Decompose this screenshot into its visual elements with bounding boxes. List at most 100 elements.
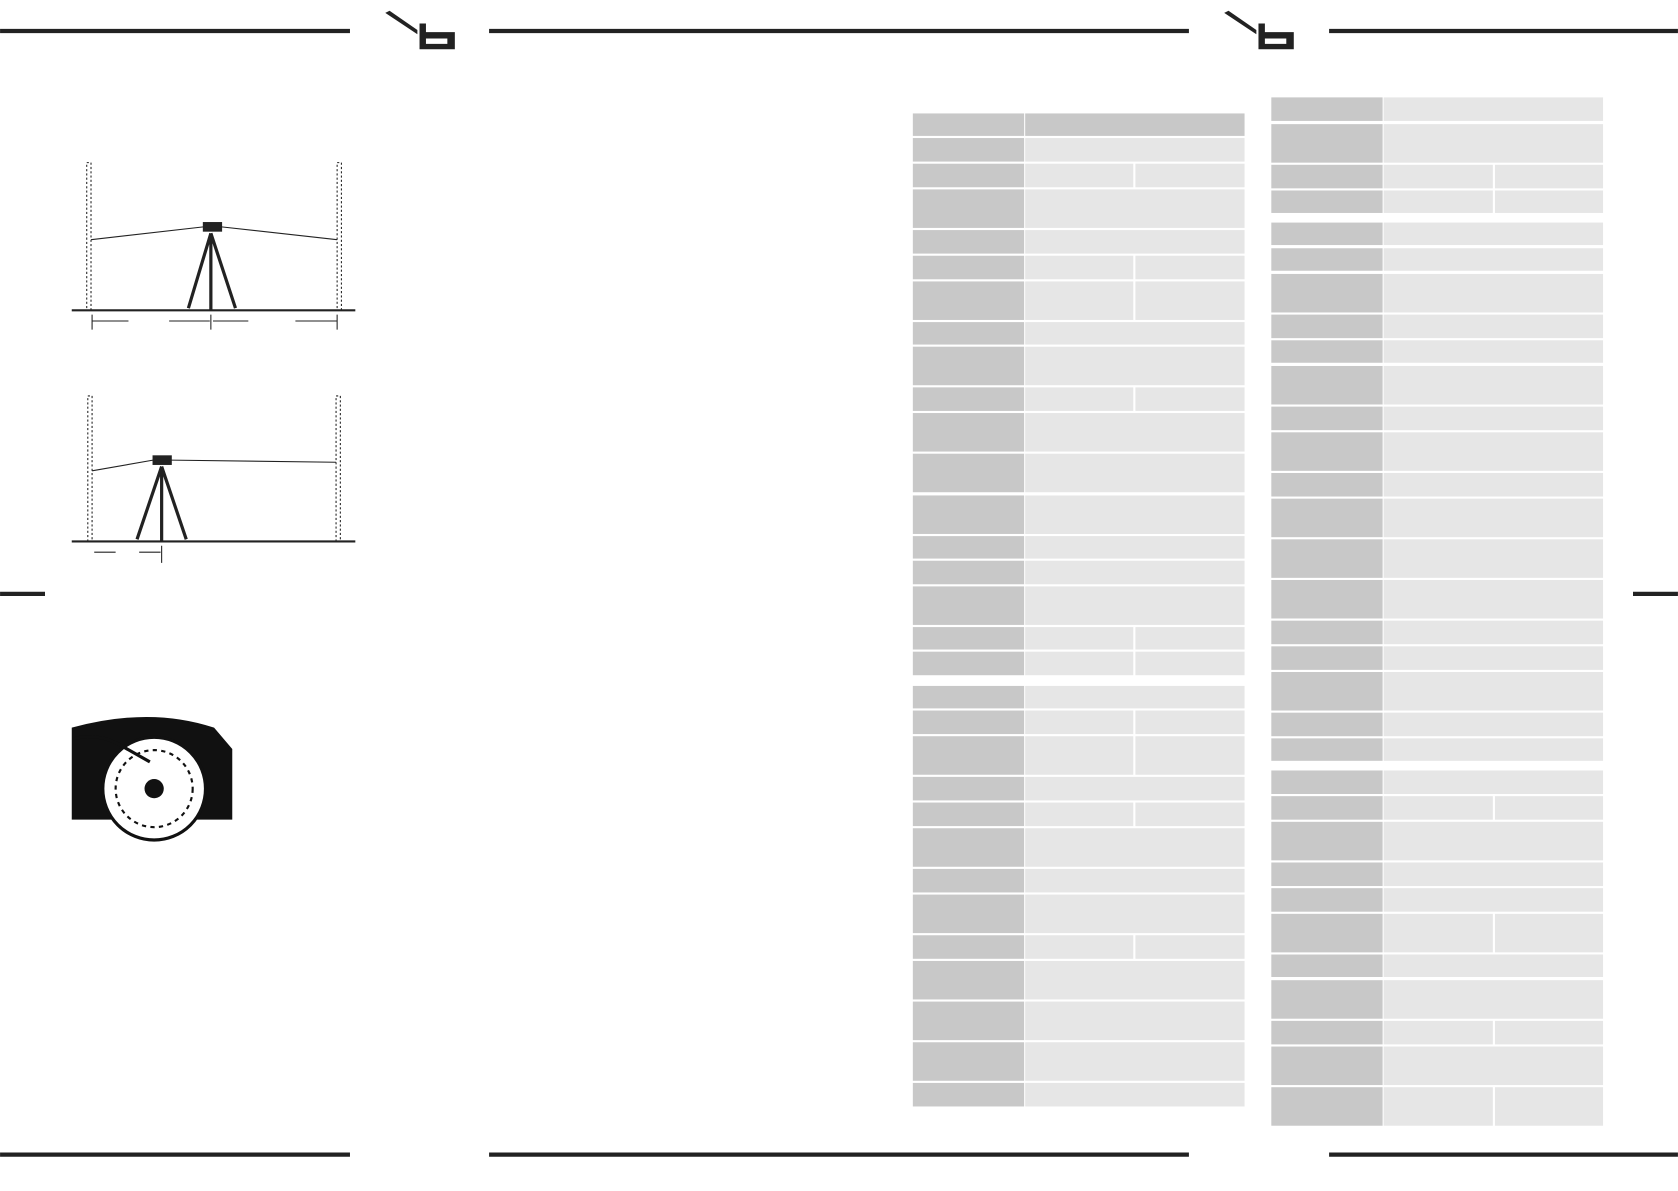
- value-cell: [1383, 472, 1604, 497]
- tripod: [186, 232, 237, 311]
- value-cell: [1383, 1046, 1604, 1086]
- logo-stroke: [1224, 10, 1257, 35]
- value-cell: [1383, 579, 1604, 619]
- label-cell: [912, 453, 1025, 493]
- label-cell: [1271, 1020, 1383, 1045]
- rules: [0, 28, 1678, 1157]
- label-cell: [1271, 738, 1383, 761]
- value-cell: [1025, 1001, 1245, 1041]
- value-cell: [1494, 913, 1604, 953]
- value-cell: [1025, 163, 1134, 188]
- value-cell: [1383, 340, 1604, 363]
- value-cell: [1025, 189, 1245, 228]
- value-cell: [1025, 138, 1245, 162]
- label-cell: [1271, 472, 1383, 497]
- tables: [912, 97, 1604, 1126]
- label-cell: [1271, 539, 1383, 578]
- value-cell: [1383, 406, 1604, 431]
- value-cell: [1135, 281, 1245, 320]
- value-cell: [1025, 586, 1245, 625]
- label-cell: [1271, 646, 1383, 670]
- label-cell: [912, 189, 1025, 228]
- value-cell: [1025, 935, 1134, 959]
- value-cell: [1383, 222, 1604, 246]
- value-cell: [1383, 796, 1493, 820]
- value-cell: [1025, 627, 1134, 650]
- dial-center: [144, 779, 164, 799]
- label-cell: [912, 387, 1025, 411]
- label-cell: [912, 960, 1025, 1000]
- value-cell: [1025, 230, 1245, 254]
- label-cell: [912, 495, 1025, 534]
- label-cell: [912, 1082, 1025, 1107]
- dimension: [94, 545, 163, 563]
- value-cell: [1025, 1042, 1245, 1081]
- label-cell: [912, 255, 1025, 280]
- value-cell: [1494, 796, 1604, 820]
- label-cell: [1271, 164, 1383, 189]
- label-cell: [912, 560, 1025, 585]
- label-cell: [1271, 862, 1383, 887]
- header-cell: [1025, 113, 1245, 136]
- staff: [336, 162, 342, 311]
- value-cell: [1025, 776, 1245, 801]
- value-cell: [1025, 828, 1245, 867]
- label-cell: [1271, 432, 1383, 471]
- value-cell: [1383, 888, 1604, 912]
- staff: [87, 395, 93, 542]
- tripod: [135, 466, 188, 542]
- value-cell: [1383, 314, 1604, 339]
- label-cell: [1271, 498, 1383, 538]
- label-cell: [1271, 340, 1383, 363]
- value-cell: [1135, 710, 1245, 735]
- value-cell: [1383, 1020, 1493, 1045]
- value-cell: [1383, 498, 1604, 538]
- value-cell: [1383, 273, 1604, 313]
- value-cell: [1025, 453, 1245, 493]
- value-cell: [1135, 802, 1245, 827]
- value-cell: [1383, 164, 1493, 189]
- label-cell: [912, 346, 1025, 386]
- label-cell: [1271, 712, 1383, 737]
- value-cell: [1383, 862, 1604, 887]
- value-cell: [1025, 685, 1245, 709]
- label-cell: [912, 651, 1025, 676]
- sight-line: [221, 226, 338, 241]
- label-cell: [912, 935, 1025, 959]
- hand-tool: [74, 734, 151, 764]
- value-cell: [1383, 770, 1604, 794]
- value-cell: [1025, 255, 1134, 280]
- logo-box: [1258, 23, 1294, 50]
- value-cell: [1025, 736, 1134, 775]
- value-cell: [1025, 322, 1245, 345]
- label-cell: [1271, 1087, 1383, 1126]
- label-cell: [912, 586, 1025, 625]
- label-cell: [1271, 97, 1383, 121]
- value-cell: [1494, 1087, 1604, 1126]
- value-cell: [1383, 124, 1604, 163]
- value-cell: [1383, 620, 1604, 645]
- label-cell: [1271, 770, 1383, 794]
- value-cell: [1135, 255, 1245, 280]
- value-cell: [1383, 821, 1604, 861]
- dimension: [91, 314, 338, 330]
- staff: [335, 395, 341, 542]
- value-cell: [1383, 432, 1604, 471]
- value-cell: [1383, 190, 1493, 213]
- label-cell: [1271, 314, 1383, 339]
- label-cell: [912, 736, 1025, 775]
- value-cell: [1025, 868, 1245, 893]
- value-cell: [1135, 163, 1245, 188]
- label-cell: [1271, 222, 1383, 246]
- value-cell: [1025, 346, 1245, 386]
- value-cell: [1383, 980, 1604, 1019]
- logo-stroke: [385, 10, 418, 35]
- dial-ring: [114, 749, 194, 829]
- label-cell: [1271, 248, 1383, 271]
- label-cell: [912, 138, 1025, 162]
- figure-level-2: [71, 395, 356, 563]
- value-cell: [1383, 1087, 1493, 1126]
- value-cell: [1025, 413, 1245, 452]
- value-cell: [1383, 646, 1604, 670]
- logo: [385, 10, 455, 50]
